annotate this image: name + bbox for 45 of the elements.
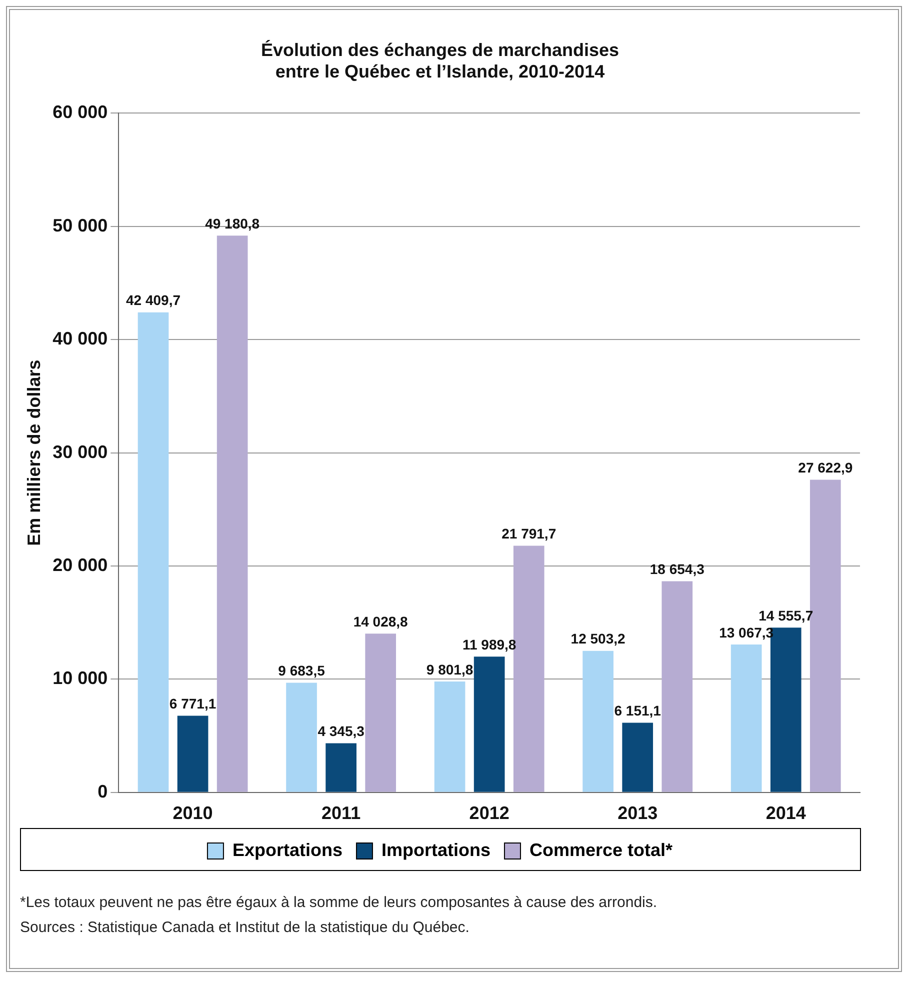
x-tick-label: 2013 (618, 803, 658, 824)
data-label: 42 409,7 (126, 292, 181, 308)
legend-label: Commerce total* (529, 840, 673, 860)
data-label: 18 654,3 (650, 561, 705, 578)
y-tick-label: 20 000 (52, 554, 108, 575)
y-tick-label: 40 000 (52, 328, 108, 349)
text: *Les totaux peuvent ne pas être égaux à la somme de leurs composantes à cause des arrondis. (20, 893, 658, 913)
bar (216, 236, 248, 792)
x-tick-label: 2014 (766, 803, 806, 824)
y-tick-label: 30 000 (52, 442, 108, 462)
bar (582, 650, 614, 792)
x-tick-label: 2012 (469, 803, 510, 824)
data-label: 21 791,7 (502, 526, 556, 542)
bar (177, 716, 208, 792)
legend-label: Exportations (232, 840, 342, 860)
y-axis-title: Em milliers de dollars (24, 360, 44, 546)
bar (365, 634, 396, 792)
data-label: 6 151,1 (614, 702, 662, 719)
source-note: Sources : Statistique Canada et Institut de la statistique du Québec. (20, 918, 470, 938)
data-label: 14 028,8 (353, 613, 408, 630)
data-label: 4 345,3 (318, 723, 365, 740)
bar (730, 644, 762, 792)
y-tick-label: 0 (98, 781, 108, 802)
bar (286, 682, 317, 792)
bar (434, 681, 466, 792)
data-label: 11 989,8 (462, 636, 516, 653)
data-label: 27 622,9 (798, 460, 853, 476)
data-label: 9 683,5 (278, 662, 326, 679)
y-tick-label: 60 000 (52, 102, 108, 122)
chart-title: Évolution des échanges de marchandises entre le Québec et l’Islande, 2010-2014 (260, 40, 620, 82)
x-tick-label: 2011 (322, 803, 361, 824)
bar (138, 312, 169, 792)
bar (622, 722, 654, 792)
data-label: 14 555,7 (758, 607, 814, 624)
data-label: 49 180,8 (205, 216, 260, 232)
legend-label: Importations (381, 840, 490, 860)
data-label: 6 771,1 (169, 696, 216, 712)
bar (662, 581, 693, 792)
bar (326, 743, 356, 792)
y-tick-label: 10 000 (52, 668, 108, 688)
bar (474, 656, 505, 792)
x-tick-label: 2010 (172, 803, 213, 824)
data-label: 9 801,8 (426, 661, 474, 678)
data-label: 12 503,2 (570, 630, 626, 647)
y-tick-label: 50 000 (52, 215, 108, 236)
